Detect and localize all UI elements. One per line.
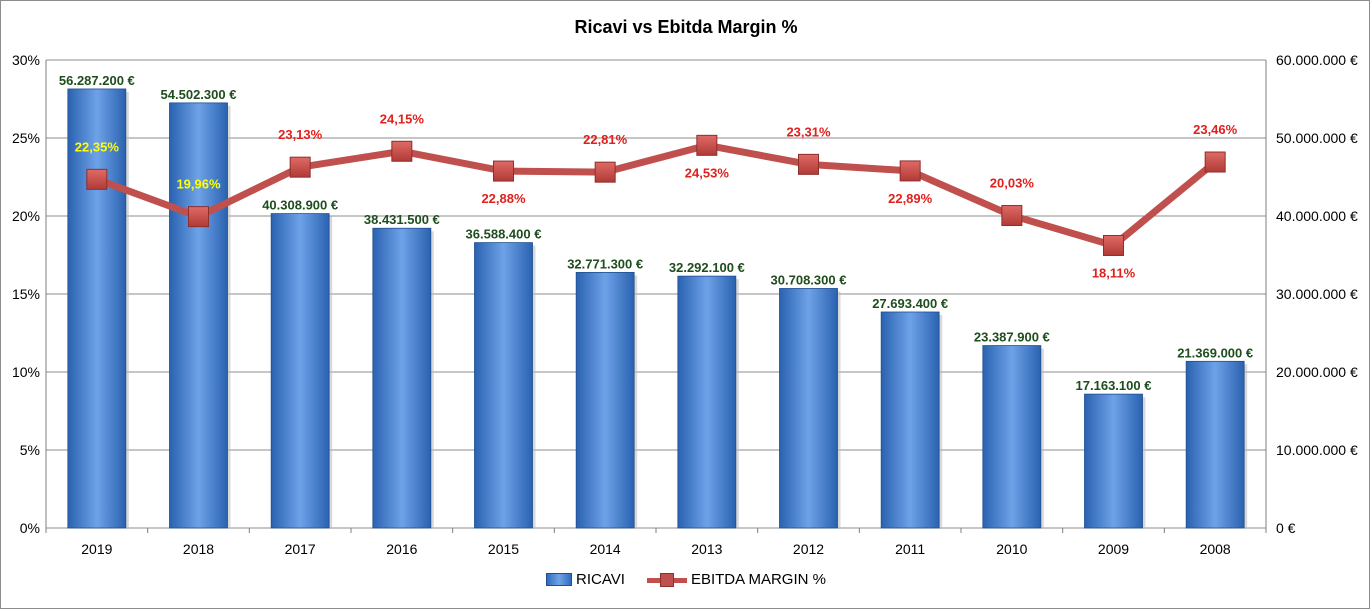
y-left-tick-label: 20% xyxy=(12,208,40,224)
bar-data-label: 38.431.500 € xyxy=(364,212,440,227)
legend-line-swatch xyxy=(646,572,687,588)
ebitda-data-label: 20,03% xyxy=(990,176,1035,191)
y-left-tick-label: 5% xyxy=(20,442,40,458)
bar-ricavi xyxy=(270,213,330,529)
y-right-tick-label: 50.000.000 € xyxy=(1276,130,1358,146)
ebitda-data-label: 19,96% xyxy=(176,177,221,192)
y-right-tick-label: 60.000.000 € xyxy=(1276,52,1358,68)
bar-data-label: 23.387.900 € xyxy=(974,330,1050,345)
x-tick-label: 2011 xyxy=(895,541,925,557)
ebitda-marker xyxy=(1001,205,1023,227)
ebitda-marker xyxy=(493,160,514,182)
bar-ricavi xyxy=(779,288,838,529)
bar-data-label: 32.771.300 € xyxy=(567,256,643,271)
y-right-tick-label: 20.000.000 € xyxy=(1276,364,1358,380)
ebitda-data-label: 22,35% xyxy=(75,139,120,154)
bar-ricavi xyxy=(982,345,1042,529)
x-tick-label: 2016 xyxy=(386,541,417,557)
y-left-tick-label: 30% xyxy=(12,52,40,68)
ebitda-data-label: 22,88% xyxy=(481,191,526,206)
legend-bar-swatch xyxy=(546,573,573,586)
ebitda-marker xyxy=(391,140,413,162)
ebitda-data-label: 18,11% xyxy=(1092,265,1136,280)
y-right-tick-label: 30.000.000 € xyxy=(1276,286,1358,302)
x-tick-label: 2012 xyxy=(793,541,824,557)
y-left-tick-label: 25% xyxy=(12,130,40,146)
ebitda-marker xyxy=(594,161,616,183)
y-left-tick-label: 15% xyxy=(12,286,40,302)
ebitda-margin-line xyxy=(95,141,1218,249)
ebitda-marker xyxy=(289,156,311,178)
ebitda-marker xyxy=(899,160,921,182)
x-tick-label: 2015 xyxy=(488,541,519,557)
x-tick-label: 2009 xyxy=(1098,541,1129,557)
ebitda-marker xyxy=(1103,234,1124,256)
ebitda-data-label: 23,31% xyxy=(786,124,831,139)
ebitda-marker xyxy=(86,168,108,190)
legend: RICAVI EBITDA MARGIN % xyxy=(0,571,1372,588)
x-tick-label: 2013 xyxy=(691,541,722,557)
ebitda-marker xyxy=(1204,151,1226,173)
bar-data-label: 27.693.400 € xyxy=(872,296,948,311)
bar-ricavi xyxy=(575,271,635,529)
bar-data-label: 32.292.100 € xyxy=(669,260,745,275)
ebitda-data-label: 23,13% xyxy=(278,127,323,142)
bar-ricavi xyxy=(1084,393,1143,529)
bar-ricavi xyxy=(169,102,228,529)
bar-data-label: 56.287.200 € xyxy=(59,73,135,88)
ebitda-data-label: 24,53% xyxy=(685,165,730,180)
bar-ricavi xyxy=(880,311,940,529)
ebitda-marker xyxy=(188,206,209,228)
legend-item-ricavi: RICAVI xyxy=(546,571,625,588)
ebitda-data-label: 24,15% xyxy=(380,111,425,126)
y-right-tick-label: 0 € xyxy=(1276,520,1296,536)
bar-ricavi xyxy=(474,242,533,529)
ebitda-data-label: 22,81% xyxy=(583,132,628,147)
y-left-tick-label: 0% xyxy=(20,520,40,536)
y-right-tick-label: 10.000.000 € xyxy=(1276,442,1358,458)
bar-ricavi xyxy=(677,275,737,529)
bar-data-label: 17.163.100 € xyxy=(1076,378,1152,393)
x-tick-label: 2019 xyxy=(81,541,112,557)
chart-title: Ricavi vs Ebitda Margin % xyxy=(574,17,798,37)
ebitda-marker xyxy=(696,134,718,156)
legend-item-ebitda: EBITDA MARGIN % xyxy=(646,571,826,588)
bar-data-label: 36.588.400 € xyxy=(466,227,542,242)
bar-ricavi xyxy=(1185,360,1245,529)
ebitda-marker xyxy=(798,153,819,175)
x-tick-label: 2017 xyxy=(285,541,316,557)
legend-label-ebitda: EBITDA MARGIN % xyxy=(690,571,826,588)
x-tick-label: 2014 xyxy=(590,541,621,557)
x-tick-label: 2008 xyxy=(1200,541,1231,557)
bar-data-label: 54.502.300 € xyxy=(161,87,237,102)
x-tick-label: 2018 xyxy=(183,541,214,557)
legend-label-ricavi: RICAVI xyxy=(576,571,625,588)
ebitda-data-label: 23,46% xyxy=(1193,122,1238,137)
x-tick-label: 2010 xyxy=(996,541,1027,557)
y-right-tick-label: 40.000.000 € xyxy=(1276,208,1358,224)
bar-data-label: 21.369.000 € xyxy=(1177,345,1253,360)
bar-ricavi xyxy=(67,88,127,529)
bar-ricavi xyxy=(372,227,432,529)
ebitda-data-label: 22,89% xyxy=(888,191,933,206)
bar-data-label: 30.708.300 € xyxy=(771,272,847,287)
bar-data-label: 40.308.900 € xyxy=(262,198,338,213)
y-left-tick-label: 10% xyxy=(12,364,40,380)
